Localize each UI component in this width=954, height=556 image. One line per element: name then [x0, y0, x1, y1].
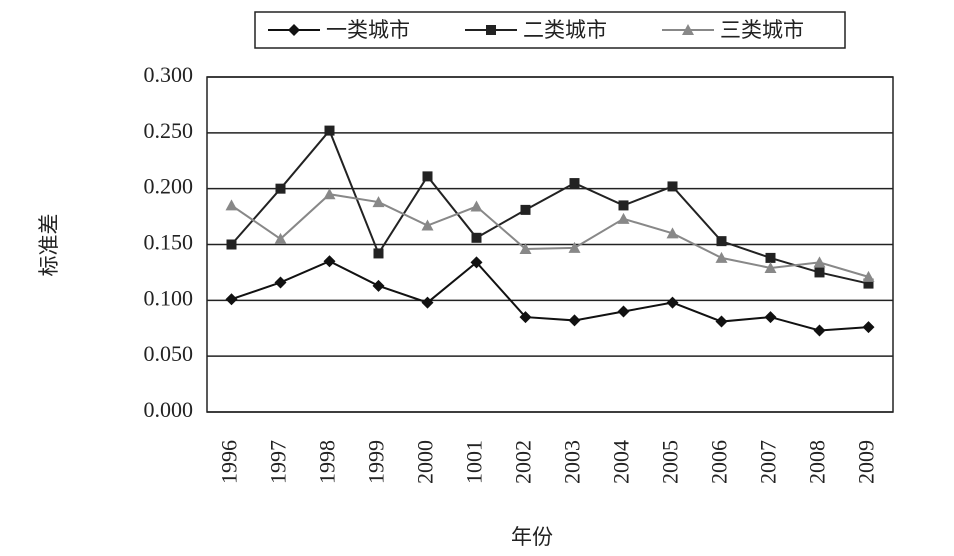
legend-label: 三类城市 — [720, 18, 804, 42]
data-point — [275, 183, 286, 194]
data-point — [666, 296, 679, 309]
y-axis-label: 标准差 — [37, 214, 61, 277]
x-tick-label: 2009 — [854, 440, 879, 484]
x-axis-label: 年份 — [511, 525, 553, 549]
x-tick-label: 2002 — [511, 440, 536, 484]
y-tick-label: 0.250 — [144, 118, 194, 143]
data-point — [470, 200, 483, 212]
x-tick-label: 2007 — [756, 440, 781, 484]
data-point — [225, 199, 238, 211]
data-point — [274, 232, 287, 244]
data-point — [373, 248, 384, 259]
legend-marker — [288, 24, 300, 36]
series-line — [230, 193, 869, 278]
legend-label: 二类城市 — [523, 18, 607, 42]
legend-marker — [486, 25, 496, 35]
legend-marker — [682, 24, 694, 35]
data-point — [519, 311, 532, 324]
x-tick-label: 1998 — [315, 440, 340, 484]
y-tick-label: 0.100 — [144, 285, 194, 310]
data-point — [716, 236, 727, 247]
y-tick-label: 0.050 — [144, 341, 194, 366]
data-point — [715, 251, 728, 263]
x-tick-label: 2006 — [707, 440, 732, 484]
data-point — [764, 261, 777, 273]
data-point — [372, 279, 385, 292]
data-point — [323, 255, 336, 268]
data-point — [667, 181, 678, 192]
data-point — [617, 212, 630, 224]
data-point — [813, 324, 826, 337]
series-line — [231, 260, 869, 332]
x-tick-label: 1999 — [364, 440, 389, 484]
legend-box — [254, 11, 846, 49]
data-point — [225, 293, 238, 306]
data-point — [324, 125, 335, 136]
data-point — [568, 314, 581, 327]
data-point — [617, 305, 630, 318]
data-point — [422, 171, 433, 182]
x-tick-label: 2000 — [413, 440, 438, 484]
series-line — [230, 128, 869, 285]
x-tick-label: 1997 — [266, 440, 291, 484]
data-point — [618, 200, 629, 211]
data-point — [471, 232, 482, 243]
data-point — [520, 204, 531, 215]
data-point — [323, 188, 336, 200]
data-point — [470, 256, 483, 269]
x-tick-label: 1996 — [217, 440, 242, 484]
data-point — [765, 252, 776, 263]
x-tick-label: 1001 — [462, 440, 487, 484]
data-point — [764, 311, 777, 324]
y-tick-label: 0.200 — [144, 174, 194, 199]
data-point — [715, 315, 728, 328]
data-point — [421, 296, 434, 309]
y-tick-label: 0.000 — [144, 397, 194, 422]
data-point — [862, 321, 875, 334]
data-point — [863, 278, 874, 289]
data-point — [519, 242, 532, 254]
data-point — [274, 276, 287, 289]
y-tick-label: 0.300 — [144, 62, 194, 87]
data-point — [421, 219, 434, 231]
data-point — [372, 196, 385, 208]
x-tick-label: 2008 — [805, 440, 830, 484]
data-point — [862, 270, 875, 282]
plot-frame — [206, 76, 894, 413]
data-point — [569, 178, 580, 189]
data-point — [814, 267, 825, 278]
x-tick-label: 2005 — [658, 440, 683, 484]
data-point — [666, 227, 679, 239]
y-tick-label: 0.150 — [144, 230, 194, 255]
x-tick-label: 2003 — [560, 440, 585, 484]
data-point — [226, 239, 237, 250]
legend-label: 一类城市 — [326, 18, 410, 42]
data-point — [568, 241, 581, 253]
x-tick-label: 2004 — [609, 440, 634, 484]
data-point — [813, 256, 826, 268]
